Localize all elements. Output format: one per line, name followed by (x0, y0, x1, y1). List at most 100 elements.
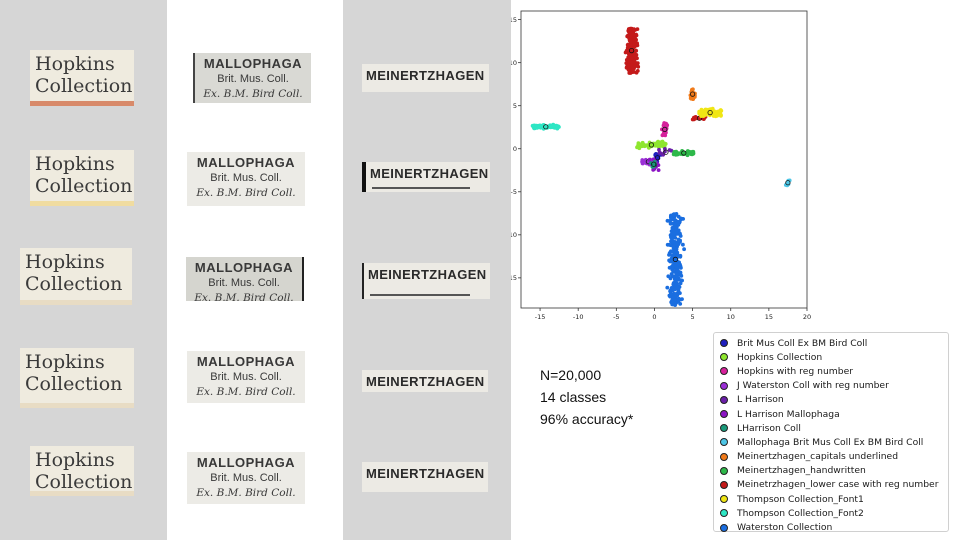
scatter-point (632, 54, 637, 59)
scatter-point (711, 114, 716, 118)
label-underline (370, 294, 470, 296)
scatter-point (676, 297, 681, 302)
hopkins-label-line2: Collection (35, 175, 133, 197)
accuracy: 96% accuracy* (540, 411, 634, 427)
meinertzhagen-label-text: MEINERTZHAGEN (366, 374, 485, 389)
scatter-point (672, 222, 677, 227)
scatter-point (674, 230, 679, 234)
scatter-point (553, 124, 558, 128)
scatter-point (673, 287, 678, 292)
scatter-point (669, 239, 674, 244)
scatter-point (647, 157, 652, 162)
scatter-point (674, 282, 679, 287)
scatter-point (671, 269, 676, 274)
scatter-point (665, 285, 670, 290)
scatter-point (671, 263, 675, 268)
legend-entry: Meinetrzhagen_lower case with reg number (720, 478, 948, 492)
scatter-point (674, 226, 679, 231)
mallophaga-label-line3: Ex. B.M. Bird Coll. (196, 187, 296, 199)
meinertzhagen-label-text: MEINERTZHAGEN (366, 466, 485, 481)
mallophaga-label-line2: Brit. Mus. Coll. (217, 73, 289, 85)
hopkins-label-line2: Collection (25, 373, 123, 395)
x-tick-label: 5 (691, 313, 695, 321)
summary-text: N=20,000 14 classes 96% accuracy* (540, 364, 633, 430)
legend-marker (720, 339, 728, 348)
scatter-point (672, 235, 677, 240)
legend-entry: Hopkins Collection (720, 350, 948, 364)
label-underline (372, 187, 470, 189)
legend-label: Meinertzhagen_capitals underlined (737, 451, 899, 463)
scatter-point (691, 152, 695, 156)
hopkins-collection-label: Hopkins Collection (20, 348, 134, 408)
y-tick-label: -5 (511, 188, 517, 196)
scatter-point (676, 223, 681, 227)
legend-entry: Brit Mus Coll Ex BM Bird Coll (720, 336, 948, 350)
scatter-point (699, 111, 703, 116)
hopkins-label-line1: Hopkins (35, 53, 115, 75)
legend-label: Hopkins with reg number (737, 365, 854, 377)
scatter-point (718, 111, 723, 116)
label-edge-stain (30, 101, 134, 106)
label-edge-stain (30, 201, 134, 206)
scatter-point (718, 108, 723, 112)
mallophaga-label: MALLOPHAGA Brit. Mus. Coll. Ex. B.M. Bird … (186, 257, 304, 301)
scatter-point (642, 143, 647, 147)
legend-label: Thompson Collection_Font2 (737, 507, 864, 519)
scatter-point (678, 216, 683, 221)
mallophaga-label-line2: Brit. Mus. Coll. (210, 172, 282, 184)
scatter-point (668, 294, 672, 299)
scatter-point (530, 123, 535, 128)
scatter-point (538, 125, 543, 130)
legend-entry: Thompson Collection_Font2 (720, 506, 948, 520)
scatter-point (682, 247, 686, 252)
legend-entry: Mallophaga Brit Mus Coll Ex BM Bird Coll (720, 435, 948, 449)
x-tick-label: 0 (652, 313, 656, 321)
scatter-point (676, 151, 681, 156)
scatter-point (660, 133, 665, 138)
legend-entry: Thompson Collection_Font1 (720, 492, 948, 506)
hopkins-label-line1: Hopkins (25, 251, 105, 273)
legend-marker (720, 480, 728, 489)
scatter-point (647, 140, 652, 145)
cluster-centroid (785, 180, 791, 186)
mallophaga-label-line2: Brit. Mus. Coll. (208, 277, 280, 289)
label-edge-stain (20, 403, 134, 408)
legend-label: Thompson Collection_Font1 (737, 493, 864, 505)
legend-marker (720, 353, 728, 362)
legend-label: J Waterston Coll with reg number (737, 380, 889, 392)
scatter-point (657, 150, 662, 155)
hopkins-label-line2: Collection (25, 273, 123, 295)
legend-label: Waterston Collection (737, 522, 833, 534)
cluster-centroid (654, 155, 661, 161)
scatter-point (657, 147, 661, 152)
cluster-centroid (629, 47, 635, 54)
x-tick-label: 15 (765, 313, 773, 321)
hopkins-label-line1: Hopkins (25, 351, 105, 373)
hopkins-label-line1: Hopkins (35, 449, 115, 471)
legend-entry: L Harrison (720, 393, 948, 407)
scatter-point (671, 302, 675, 307)
scatter-point (676, 242, 681, 247)
meinertzhagen-label: MEINERTZHAGEN (362, 64, 489, 92)
scatter-point (632, 70, 637, 74)
meinertzhagen-label: MEINERTZHAGEN (362, 370, 488, 392)
scatter-point (655, 143, 660, 148)
legend-marker (720, 495, 728, 504)
meinertzhagen-label-text: MEINERTZHAGEN (368, 267, 487, 282)
scatter-point (635, 69, 640, 73)
scatter-point (670, 253, 674, 258)
hopkins-label-line2: Collection (35, 471, 133, 493)
legend-label: LHarrison Coll (737, 422, 801, 434)
scatter-point (679, 266, 683, 270)
scatter-point (674, 247, 679, 252)
meinertzhagen-label-text: MEINERTZHAGEN (366, 68, 485, 83)
scatter-point (535, 126, 540, 130)
cluster-centroid (648, 142, 654, 148)
scatter-point (669, 249, 673, 254)
scatter-point (627, 63, 631, 68)
y-tick-label: -15 (511, 274, 517, 282)
scatter-point (555, 126, 560, 131)
cluster-centroid (690, 91, 696, 97)
mallophaga-label-line3: Ex. B.M. Bird Coll. (196, 386, 296, 398)
x-tick-label: -10 (573, 313, 584, 321)
